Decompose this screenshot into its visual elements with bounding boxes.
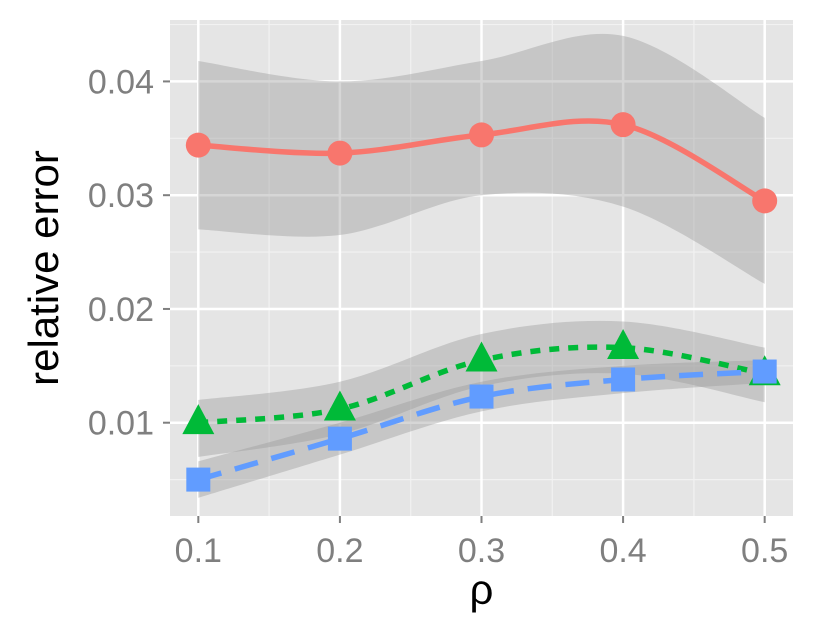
point-circle-1-2	[327, 140, 353, 166]
point-square-3-4	[611, 367, 636, 392]
x-tick-label-3: 0.3	[458, 532, 505, 570]
x-tick-label-2: 0.2	[316, 532, 363, 570]
point-circle-1-1	[185, 132, 211, 158]
point-triangle-2-3	[465, 341, 498, 372]
point-triangle-2-2	[323, 390, 356, 421]
y-tick-label-3: 0.03	[88, 177, 154, 215]
point-square-3-2	[327, 426, 352, 451]
point-triangle-2-1	[182, 404, 215, 435]
point-circle-1-4	[610, 112, 636, 138]
series-line-3	[197, 368, 765, 483]
x-tick-label-4: 0.4	[599, 532, 646, 570]
axis-ticks	[163, 80, 766, 523]
x-tick-label-1: 0.1	[175, 532, 222, 570]
point-circle-1-5	[752, 188, 778, 214]
x-tick-label-5: 0.5	[741, 532, 788, 570]
point-triangle-2-4	[607, 329, 640, 360]
y-tick-label-1: 0.01	[88, 405, 154, 443]
y-tick-label-2: 0.02	[88, 291, 154, 329]
series-markers	[182, 112, 781, 492]
x-axis-title: ρ	[470, 566, 494, 613]
y-tick-label-4: 0.04	[88, 63, 154, 101]
point-square-3-1	[186, 467, 211, 492]
confidence-band-1	[198, 33, 765, 284]
point-circle-1-3	[469, 122, 494, 148]
point-square-3-3	[469, 384, 494, 409]
point-square-3-5	[752, 359, 777, 384]
tick-labels: 0.1 0.2 0.3 0.4 0.5 0.01 0.02 0.03 0.04	[88, 63, 789, 570]
y-axis-title: relative error	[20, 150, 67, 386]
